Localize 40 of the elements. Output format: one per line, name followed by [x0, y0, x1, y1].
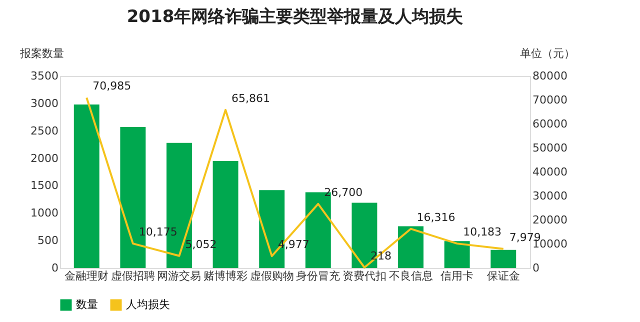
- y-tick-label: 0: [52, 262, 58, 274]
- x-tick-label: 不良信息: [388, 270, 433, 282]
- y-tick-label: 3500: [30, 70, 58, 82]
- y-tick-label: 3000: [30, 96, 58, 110]
- x-tick-label: 虚假购物: [250, 270, 294, 282]
- y2-axis-title: 单位（元）: [520, 47, 575, 60]
- y-axis-title: 报案数量: [19, 47, 64, 60]
- bar: [490, 250, 516, 268]
- data-label: 26,700: [324, 186, 363, 199]
- chart-title: 2018年网络诈骗主要类型举报量及人均损失: [126, 7, 464, 27]
- y-tick-label: 2000: [30, 152, 58, 165]
- y-tick-label: 2500: [30, 124, 58, 138]
- x-tick-label: 虚假招聘: [110, 270, 155, 282]
- y2-tick-label: 30000: [532, 190, 568, 202]
- y-tick-label: 1500: [30, 179, 58, 192]
- y-tick-label: 500: [38, 234, 58, 248]
- y2-tick-label: 20000: [532, 214, 568, 226]
- y2-tick-label: 70000: [532, 94, 568, 106]
- y2-tick-label: 0: [532, 262, 540, 274]
- y2-tick-label: 40000: [532, 166, 568, 178]
- bar: [444, 241, 470, 268]
- x-tick-label: 金融理财: [64, 270, 109, 282]
- data-label: 65,861: [232, 92, 270, 105]
- data-label: 70,985: [92, 80, 132, 93]
- x-tick-label: 身份冒充: [296, 270, 340, 282]
- x-tick-label: 网游交易: [157, 270, 202, 282]
- y-tick-label: 1000: [30, 206, 58, 220]
- y2-tick-label: 80000: [532, 70, 568, 82]
- y2-tick-label: 60000: [532, 118, 568, 130]
- data-label: 16,316: [416, 210, 456, 224]
- x-tick-label: 资费代扣: [342, 270, 386, 282]
- legend-label: 数量: [76, 298, 98, 311]
- bar: [398, 226, 424, 268]
- data-label: 10,183: [463, 226, 502, 239]
- bar: [74, 104, 100, 268]
- y2-tick-label: 50000: [532, 142, 568, 154]
- x-tick-label: 信用卡: [440, 270, 474, 282]
- legend-label: 人均损失: [126, 298, 170, 311]
- x-tick-label: 赌博博彩: [204, 270, 248, 282]
- x-tick-label: 保证金: [486, 270, 520, 282]
